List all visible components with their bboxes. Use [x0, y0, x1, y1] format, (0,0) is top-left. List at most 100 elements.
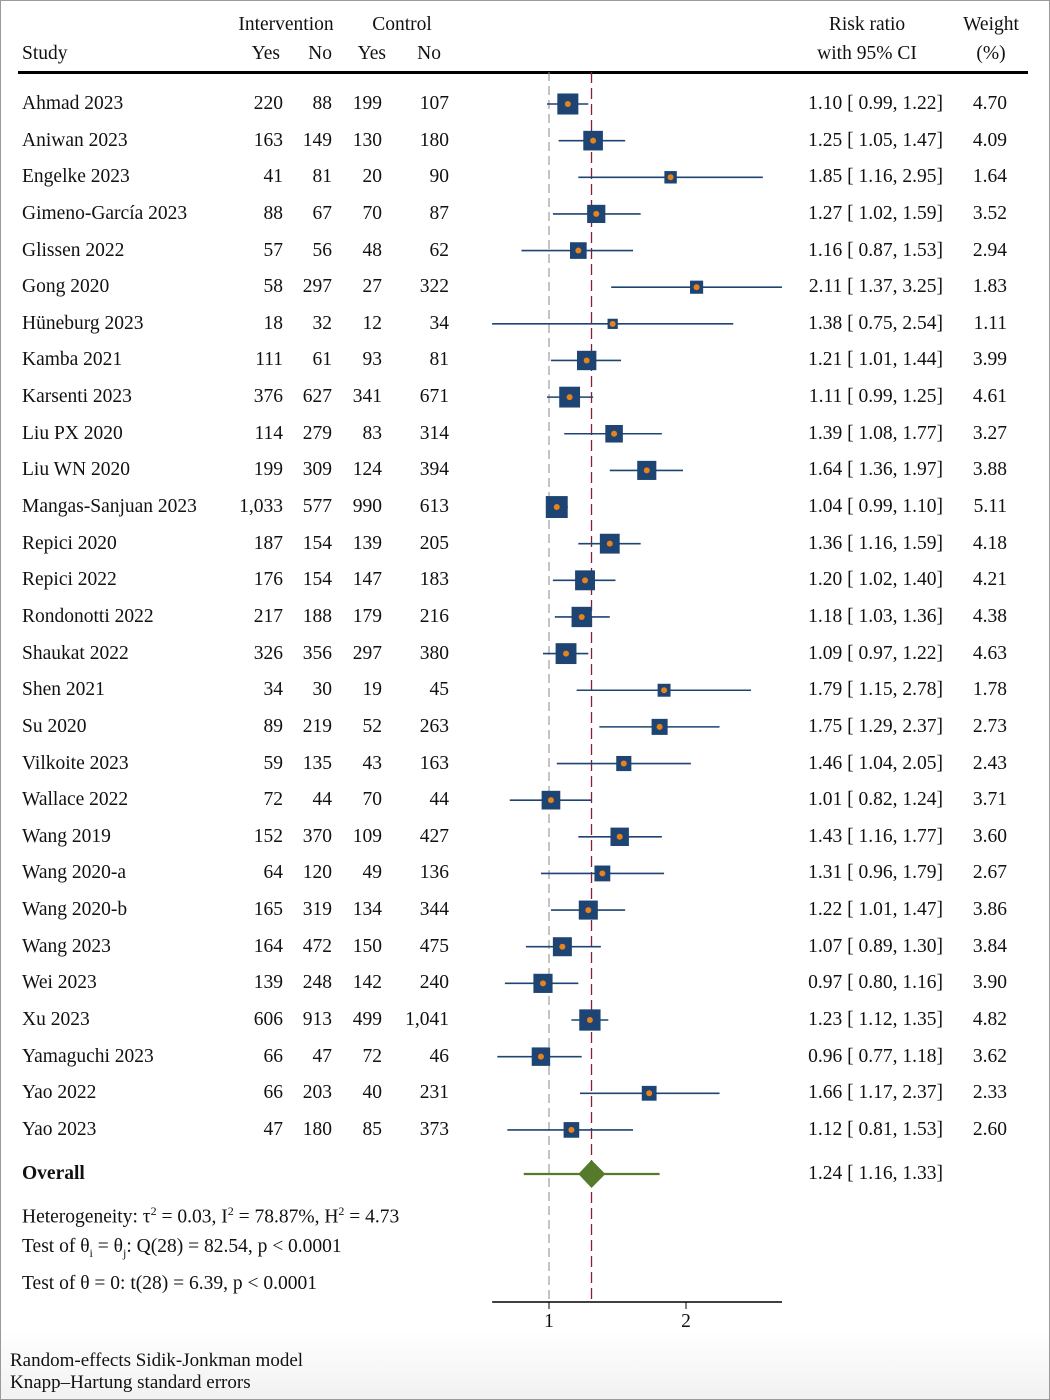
weight: 1.64: [972, 166, 1007, 188]
ctl-no: 231: [419, 1082, 449, 1104]
point-estimate-dot: [693, 284, 700, 291]
study-name: Shen 2021: [22, 679, 105, 701]
point-estimate-dot: [568, 1126, 575, 1133]
study-name: Liu WN 2020: [22, 459, 130, 481]
stat-text-part: = 4.73: [344, 1206, 400, 1228]
point-estimate-dot: [583, 357, 590, 364]
point-estimate-dot: [537, 1053, 544, 1060]
study-name: Wei 2023: [22, 972, 97, 994]
int-no: 627: [302, 386, 332, 408]
int-yes: 18: [263, 312, 284, 334]
int-no: 32: [312, 312, 333, 334]
ctl-no: 427: [419, 825, 449, 847]
weight: 4.63: [972, 642, 1007, 664]
risk-ratio-ci: 1.31 [ 0.96, 1.79]: [808, 862, 943, 884]
point-estimate-dot: [553, 504, 560, 511]
ctl-yes: 990: [352, 496, 382, 518]
weight: 4.09: [972, 129, 1007, 151]
ctl-no: 45: [429, 679, 450, 701]
int-yes: 176: [253, 569, 283, 591]
study-name: Repici 2022: [22, 569, 117, 591]
footnote: Knapp–Hartung standard errors: [10, 1372, 251, 1393]
int-yes: 58: [263, 276, 284, 298]
risk-ratio-ci: 1.20 [ 1.02, 1.40]: [808, 569, 943, 591]
study-name: Liu PX 2020: [22, 422, 123, 444]
ctl-no: 136: [419, 862, 449, 884]
ctl-no: 46: [429, 1045, 450, 1067]
ctl-yes: 142: [352, 972, 382, 994]
risk-ratio-ci: 1.18 [ 1.03, 1.36]: [808, 605, 943, 627]
ctl-no: 90: [429, 166, 450, 188]
risk-ratio-ci: 2.11 [ 1.37, 3.25]: [808, 276, 943, 298]
ctl-no: 34: [429, 312, 450, 334]
ctl-yes: 19: [362, 679, 383, 701]
risk-ratio-ci: 1.25 [ 1.05, 1.47]: [808, 129, 943, 151]
int-no: 56: [312, 239, 333, 261]
int-no: 203: [302, 1082, 332, 1104]
ctl-no: 344: [419, 899, 449, 921]
int-yes: 47: [263, 1118, 284, 1140]
weight: 2.73: [972, 715, 1007, 737]
study-name: Yamaguchi 2023: [22, 1045, 154, 1067]
point-estimate-dot: [585, 907, 592, 914]
ctl-yes: 139: [352, 532, 382, 554]
header-rule: [18, 71, 1028, 74]
weight: 2.60: [972, 1118, 1007, 1140]
weight: 2.33: [972, 1082, 1007, 1104]
weight: 4.82: [972, 1009, 1007, 1030]
study-name: Aniwan 2023: [22, 129, 128, 151]
weight: 1.78: [972, 679, 1007, 701]
risk-ratio-ci: 1.39 [ 1.08, 1.77]: [808, 422, 943, 444]
point-estimate-dot: [593, 210, 600, 217]
ctl-no: 62: [429, 239, 450, 261]
int-yes: 41: [263, 166, 284, 188]
int-no: 135: [302, 752, 332, 774]
weight: 3.99: [972, 349, 1007, 371]
risk-ratio-ci: 1.07 [ 0.89, 1.30]: [808, 935, 943, 957]
risk-ratio-ci: 1.01 [ 0.82, 1.24]: [808, 789, 943, 811]
header-weight-2: (%): [976, 43, 1006, 64]
stat-text-part: j: [122, 1245, 127, 1260]
risk-ratio-ci: 1.11 [ 0.99, 1.25]: [808, 386, 943, 408]
study-name: Yao 2023: [22, 1118, 97, 1140]
ctl-yes: 499: [352, 1009, 382, 1030]
study-name: Gimeno-García 2023: [22, 202, 188, 224]
stat-text-part: = 78.87%, H: [233, 1206, 339, 1228]
stat-text-part: Test of θ: [22, 1236, 90, 1257]
int-no: 30: [312, 679, 333, 701]
weight: 3.86: [972, 899, 1007, 921]
point-estimate-dot: [606, 540, 613, 547]
risk-ratio-ci: 1.85 [ 1.16, 2.95]: [808, 166, 943, 188]
risk-ratio-ci: 1.46 [ 1.04, 2.05]: [808, 752, 943, 774]
header-weight-1: Weight: [963, 14, 1019, 35]
int-yes: 220: [253, 93, 283, 114]
study-name: Wang 2020-a: [22, 862, 127, 884]
int-yes: 326: [253, 642, 283, 664]
int-yes: 34: [263, 679, 284, 701]
ctl-yes: 93: [362, 349, 383, 371]
point-estimate-dot: [559, 943, 566, 950]
overall-rr-ci: 1.24 [ 1.16, 1.33]: [808, 1163, 943, 1184]
ctl-no: 394: [419, 459, 449, 481]
ctl-no: 107: [419, 93, 449, 114]
int-no: 472: [302, 935, 332, 957]
weight: 3.90: [972, 972, 1007, 994]
point-estimate-dot: [667, 174, 674, 181]
point-estimate-dot: [599, 870, 606, 877]
ctl-yes: 341: [352, 386, 382, 408]
ctl-no: 1,041: [405, 1009, 449, 1030]
weight: 3.60: [972, 825, 1007, 847]
study-name: Su 2020: [22, 715, 87, 737]
study-name: Glissen 2022: [22, 239, 125, 261]
weight: 3.84: [972, 935, 1007, 957]
weight: 1.83: [972, 276, 1007, 298]
int-yes: 1,033: [239, 496, 283, 518]
stat-text-part: 2: [338, 1204, 345, 1218]
ctl-no: 373: [419, 1118, 449, 1140]
weight: 2.43: [972, 752, 1007, 774]
int-no: 219: [302, 715, 332, 737]
risk-ratio-ci: 1.04 [ 0.99, 1.10]: [808, 496, 943, 518]
int-yes: 164: [253, 935, 283, 957]
risk-ratio-ci: 1.12 [ 0.81, 1.53]: [808, 1118, 943, 1140]
point-estimate-dot: [616, 833, 623, 840]
